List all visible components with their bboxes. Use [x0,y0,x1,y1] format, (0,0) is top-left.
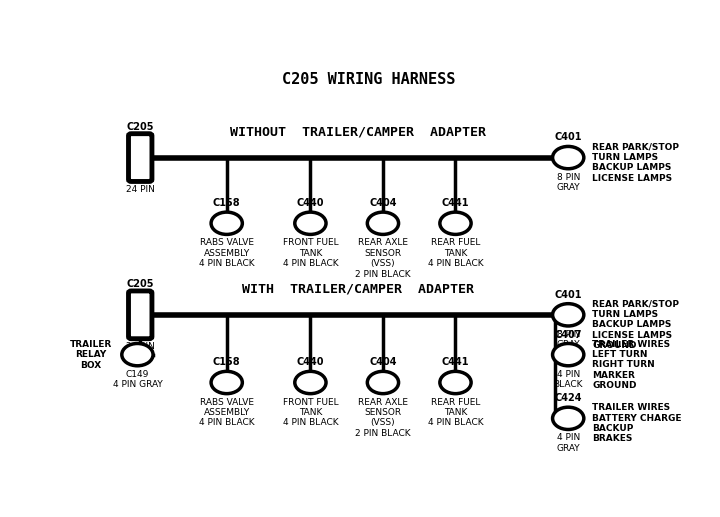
Text: C158: C158 [213,357,240,368]
Text: 24 PIN: 24 PIN [126,185,155,194]
Text: RABS VALVE
ASSEMBLY
4 PIN BLACK: RABS VALVE ASSEMBLY 4 PIN BLACK [199,398,255,428]
Text: WITHOUT  TRAILER/CAMPER  ADAPTER: WITHOUT TRAILER/CAMPER ADAPTER [230,126,486,139]
Text: TRAILER WIRES
LEFT TURN
RIGHT TURN
MARKER
GROUND: TRAILER WIRES LEFT TURN RIGHT TURN MARKE… [593,340,670,390]
Text: 8 PIN
GRAY: 8 PIN GRAY [557,330,580,349]
Circle shape [294,371,326,393]
Text: REAR PARK/STOP
TURN LAMPS
BACKUP LAMPS
LICENSE LAMPS
GROUND: REAR PARK/STOP TURN LAMPS BACKUP LAMPS L… [593,300,679,351]
Text: C401: C401 [554,290,582,300]
Text: C404: C404 [369,198,397,208]
Text: C424: C424 [554,393,582,403]
Circle shape [440,212,471,234]
Text: FRONT FUEL
TANK
4 PIN BLACK: FRONT FUEL TANK 4 PIN BLACK [282,238,338,268]
Text: FRONT FUEL
TANK
4 PIN BLACK: FRONT FUEL TANK 4 PIN BLACK [282,398,338,428]
Text: C205: C205 [127,279,154,289]
Text: C158: C158 [213,198,240,208]
Text: C441: C441 [442,198,469,208]
Circle shape [211,371,243,393]
Circle shape [211,212,243,234]
Text: 4 PIN
BLACK: 4 PIN BLACK [554,370,583,389]
Circle shape [552,146,584,169]
Circle shape [440,371,471,393]
Circle shape [367,371,399,393]
FancyBboxPatch shape [128,134,152,181]
Text: 8 PIN
GRAY: 8 PIN GRAY [557,173,580,192]
Text: REAR PARK/STOP
TURN LAMPS
BACKUP LAMPS
LICENSE LAMPS: REAR PARK/STOP TURN LAMPS BACKUP LAMPS L… [593,143,679,183]
Text: REAR AXLE
SENSOR
(VSS)
2 PIN BLACK: REAR AXLE SENSOR (VSS) 2 PIN BLACK [355,238,411,279]
Text: WITH  TRAILER/CAMPER  ADAPTER: WITH TRAILER/CAMPER ADAPTER [242,283,474,296]
Text: REAR AXLE
SENSOR
(VSS)
2 PIN BLACK: REAR AXLE SENSOR (VSS) 2 PIN BLACK [355,398,411,438]
Circle shape [552,407,584,430]
Text: C404: C404 [369,357,397,368]
Text: C407: C407 [554,329,582,340]
Circle shape [122,343,153,366]
Text: C440: C440 [297,198,324,208]
Text: C401: C401 [554,132,582,143]
Text: 4 PIN
GRAY: 4 PIN GRAY [557,433,580,453]
Text: RABS VALVE
ASSEMBLY
4 PIN BLACK: RABS VALVE ASSEMBLY 4 PIN BLACK [199,238,255,268]
Circle shape [552,343,584,366]
Text: REAR FUEL
TANK
4 PIN BLACK: REAR FUEL TANK 4 PIN BLACK [428,238,483,268]
Text: REAR FUEL
TANK
4 PIN BLACK: REAR FUEL TANK 4 PIN BLACK [428,398,483,428]
Text: 24 PIN: 24 PIN [126,342,155,351]
Text: C205 WIRING HARNESS: C205 WIRING HARNESS [282,72,456,87]
Text: C440: C440 [297,357,324,368]
Text: C441: C441 [442,357,469,368]
Text: TRAILER
RELAY
BOX: TRAILER RELAY BOX [70,340,112,370]
Text: C149
4 PIN GRAY: C149 4 PIN GRAY [112,370,162,389]
Circle shape [367,212,399,234]
Circle shape [294,212,326,234]
Text: TRAILER WIRES
BATTERY CHARGE
BACKUP
BRAKES: TRAILER WIRES BATTERY CHARGE BACKUP BRAK… [593,403,682,444]
FancyBboxPatch shape [128,291,152,339]
Text: C205: C205 [127,121,154,132]
Circle shape [552,303,584,326]
